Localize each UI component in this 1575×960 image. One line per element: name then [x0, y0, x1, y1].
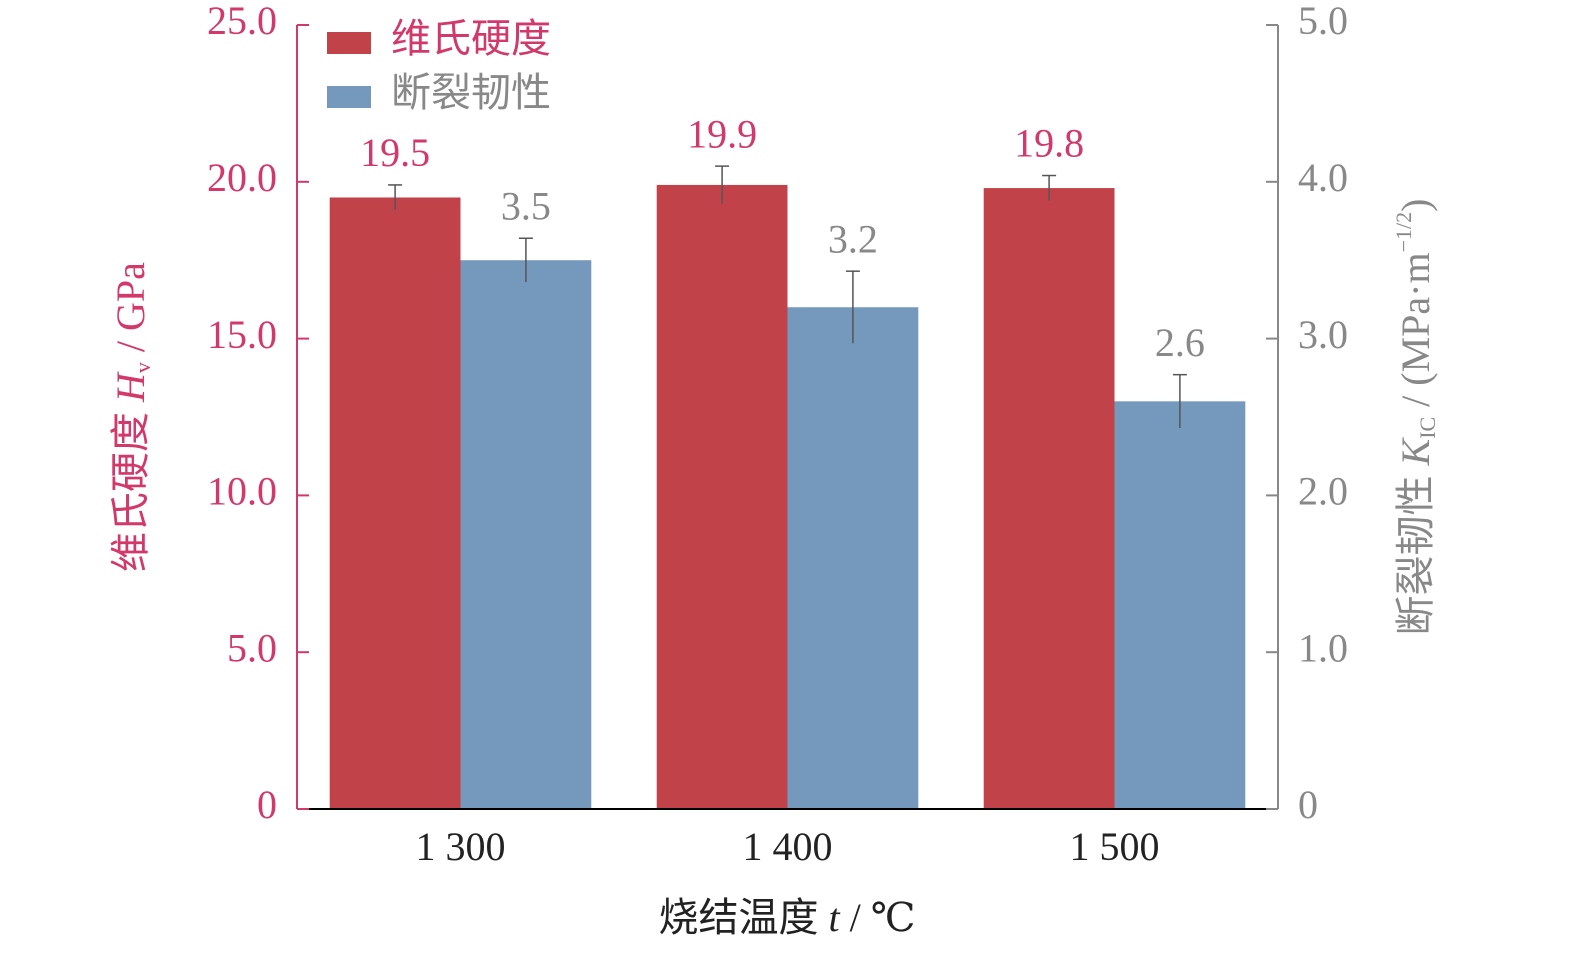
x-axis-title-part: t: [829, 895, 841, 940]
bar: [1114, 401, 1246, 809]
y-tick-label: 5.0: [227, 625, 277, 670]
error-bar: [388, 184, 403, 211]
value-label: 19.8: [1014, 121, 1084, 166]
x-tick-label: 1 300: [416, 824, 506, 869]
legend-swatch: [327, 86, 371, 108]
y2-axis-title-part: K: [1393, 436, 1438, 466]
x-axis-title: 烧结温度 t / ℃: [659, 895, 916, 940]
y2-axis-title-part: / (MPa·m: [1393, 252, 1438, 416]
value-label: 2.6: [1155, 320, 1205, 365]
error-bar: [1172, 373, 1187, 428]
y2-tick-label: 2.0: [1298, 469, 1348, 514]
x-tick-label: 1 500: [1070, 824, 1160, 869]
legend-swatch: [327, 32, 371, 54]
legend-label: 维氏硬度: [391, 16, 551, 61]
y-tick-label: 10.0: [207, 469, 277, 514]
x-axis-title-part: / ℃: [840, 895, 916, 940]
y-tick-label: 15.0: [207, 312, 277, 357]
y2-tick-label: 3.0: [1298, 312, 1348, 357]
y2-axis-title-part: 断裂韧性: [1393, 465, 1438, 635]
bar: [329, 197, 461, 810]
error-bar: [518, 237, 533, 283]
value-label: 19.5: [360, 130, 430, 175]
value-label: 19.9: [687, 111, 757, 156]
y2-axis-title-part: IC: [1415, 417, 1440, 439]
y2-axis-title-part: −1/2: [1391, 212, 1416, 253]
value-label: 3.2: [828, 216, 878, 261]
error-bar: [715, 165, 730, 204]
y-axis-title: 维氏硬度 Hv / GPa: [108, 262, 155, 572]
legend-label: 断裂韧性: [391, 70, 551, 115]
error-bar: [1042, 174, 1057, 201]
y-tick-label: 20.0: [207, 155, 277, 200]
y2-axis-title-part: ): [1393, 199, 1438, 212]
y-tick-label: 25.0: [207, 0, 277, 43]
bar: [983, 188, 1115, 809]
y2-tick-label: 1.0: [1298, 625, 1348, 670]
x-axis-title-part: 烧结温度: [659, 895, 829, 940]
y-axis-title-part: v: [130, 362, 155, 373]
y2-tick-label: 0: [1298, 782, 1318, 827]
y-axis-title-part: H: [108, 371, 153, 403]
bar: [656, 184, 788, 809]
y2-axis-title: 断裂韧性 KIC / (MPa·m−1/2): [1391, 199, 1440, 636]
y2-tick-label: 5.0: [1298, 0, 1348, 43]
y-tick-label: 0: [257, 782, 277, 827]
error-bar: [845, 270, 860, 344]
value-label: 3.5: [501, 183, 551, 228]
bar: [787, 307, 919, 809]
y-axis-title-part: / GPa: [108, 262, 153, 362]
y2-tick-label: 4.0: [1298, 155, 1348, 200]
y-axis-title-part: 维氏硬度: [108, 402, 153, 572]
x-tick-label: 1 400: [743, 824, 833, 869]
bar: [460, 260, 592, 809]
